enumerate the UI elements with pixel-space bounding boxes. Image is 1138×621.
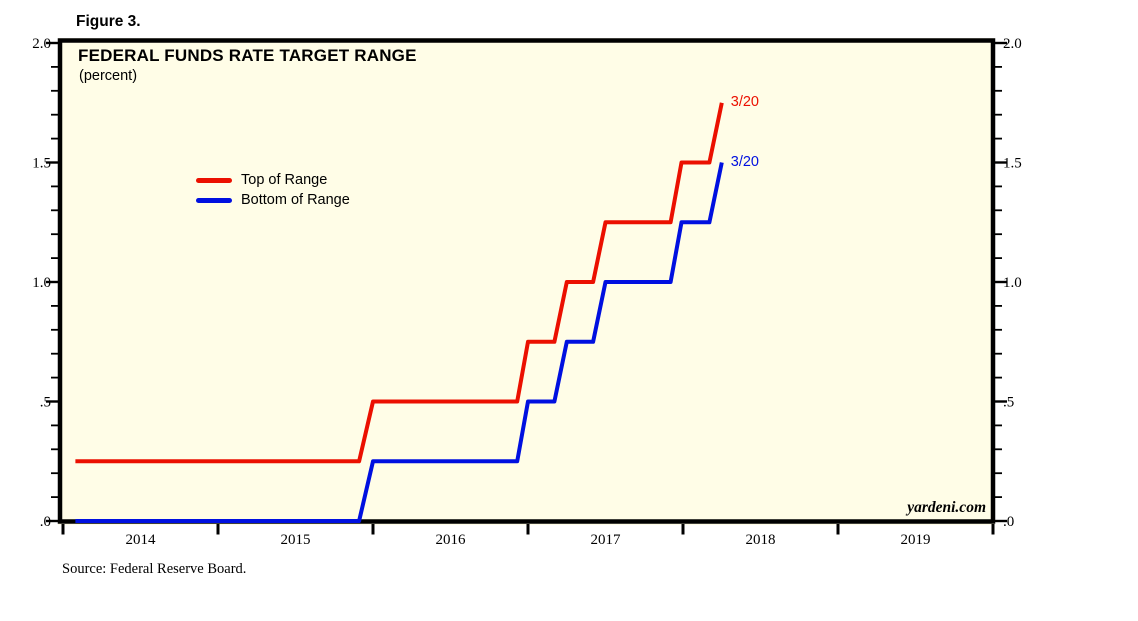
chart-title: FEDERAL FUNDS RATE TARGET RANGE bbox=[78, 46, 417, 65]
series-end-label-bottom: 3/20 bbox=[730, 153, 759, 170]
legend: Top of Range Bottom of Range bbox=[196, 170, 350, 210]
y-tick-label-left: 2.0 bbox=[32, 36, 51, 52]
plot-background bbox=[58, 38, 995, 525]
series-line-top-of-range bbox=[75, 102, 724, 464]
x-tick-label: 2015 bbox=[281, 532, 311, 548]
legend-swatch-icon bbox=[196, 197, 232, 203]
y-tick-label-right: 1.0 bbox=[1003, 275, 1022, 291]
x-tick-label: 2019 bbox=[901, 532, 931, 548]
y-axis-labels: .0 .0 .5 .5 1.0 1.0 1.5 1.5 2.0 2.0 bbox=[32, 36, 1022, 530]
series-end-label-top: 3/20 bbox=[730, 93, 759, 110]
legend-swatch-icon bbox=[196, 177, 232, 183]
y-axis-ticks bbox=[46, 41, 1007, 523]
figure-label: Figure 3. bbox=[76, 13, 141, 30]
legend-item-top-of-range: Top of Range bbox=[196, 170, 350, 190]
source-note: Source: Federal Reserve Board. bbox=[62, 561, 247, 577]
chart-subtitle: (percent) bbox=[79, 68, 138, 84]
plot-frame bbox=[57, 38, 996, 524]
y-tick-label-right: .0 bbox=[1003, 514, 1014, 530]
x-axis-labels: 2014 2015 2016 2017 2018 2019 bbox=[126, 532, 931, 548]
y-tick-label-right: 2.0 bbox=[1003, 36, 1022, 52]
x-tick-label: 2017 bbox=[591, 532, 622, 548]
x-tick-label: 2014 bbox=[126, 532, 157, 548]
y-tick-label-left: .5 bbox=[40, 395, 51, 411]
x-tick-label: 2018 bbox=[746, 532, 776, 548]
legend-label: Bottom of Range bbox=[241, 192, 350, 208]
legend-label: Top of Range bbox=[241, 172, 328, 188]
y-tick-label-left: 1.0 bbox=[32, 275, 51, 291]
x-axis-ticks bbox=[61, 524, 995, 535]
y-tick-label-right: .5 bbox=[1003, 395, 1014, 411]
legend-item-bottom-of-range: Bottom of Range bbox=[196, 190, 350, 210]
y-tick-label-left: .0 bbox=[40, 514, 51, 530]
series-line-bottom-of-range bbox=[75, 162, 724, 523]
x-tick-label: 2016 bbox=[436, 532, 467, 548]
y-tick-label-right: 1.5 bbox=[1003, 156, 1022, 172]
y-tick-label-left: 1.5 bbox=[32, 156, 51, 172]
watermark-yardeni: yardeni.com bbox=[907, 499, 986, 516]
